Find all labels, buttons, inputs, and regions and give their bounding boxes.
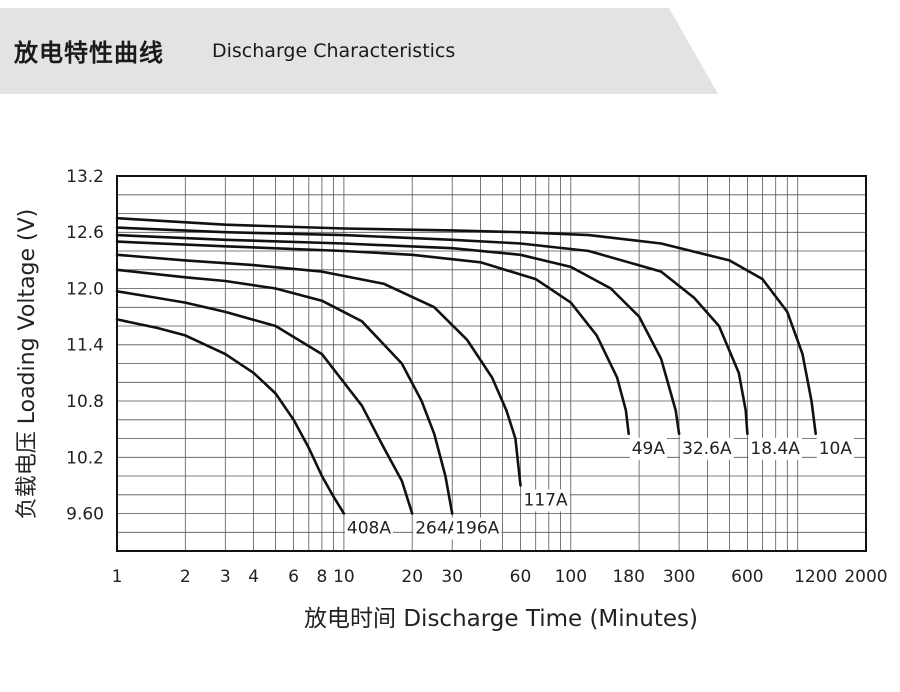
series-line — [115, 318, 346, 515]
x-axis-label: 放电时间 Discharge Time (Minutes) — [304, 606, 698, 632]
x-tick-label: 2000 — [844, 567, 887, 587]
series-label-bg — [344, 517, 393, 540]
series-line — [115, 226, 749, 436]
y-tick-label: 10.2 — [66, 448, 104, 468]
series-line — [115, 268, 454, 515]
series-label: 32.6A — [682, 439, 732, 459]
x-tick-label: 8 — [316, 567, 327, 587]
x-tick-label: 20 — [401, 567, 423, 587]
series-label: 49A — [632, 439, 666, 459]
x-tick-label: 2 — [180, 567, 191, 587]
x-tick-label: 1200 — [794, 567, 837, 587]
x-tick-label: 4 — [248, 567, 259, 587]
series-layer — [115, 216, 818, 515]
y-tick-label: 9.60 — [66, 505, 104, 525]
y-axis-label: 负载电压 Loading Voltage (V) — [15, 209, 40, 520]
series-label-bg — [413, 517, 462, 540]
x-tick-label: 3 — [220, 567, 231, 587]
x-tick-label: 6 — [288, 567, 299, 587]
series-label-bg — [629, 437, 667, 460]
series-line — [115, 240, 631, 436]
series-line — [115, 253, 522, 487]
series-label: 264A — [415, 519, 459, 539]
x-tick-label: 300 — [663, 567, 695, 587]
x-tick-label: 180 — [612, 567, 644, 587]
series-label-bg — [748, 437, 802, 460]
x-tick-label: 60 — [510, 567, 532, 587]
y-tick-label: 11.4 — [66, 336, 104, 356]
tick-labels: 1 2 3 4 6 8 10 20 30 60 100 180 300 600 1200 2000 13.2 12… — [66, 167, 887, 587]
series-label: 117A — [524, 490, 568, 510]
series-label: 10A — [819, 439, 853, 459]
x-tick-label: 10 — [333, 567, 355, 587]
series-line — [115, 233, 681, 436]
header-band — [0, 8, 718, 94]
series-label-bg — [816, 437, 854, 460]
y-tick-label: 13.2 — [66, 167, 104, 187]
series-line — [115, 216, 818, 436]
series-label-bg — [453, 517, 502, 540]
series-label: 196A — [455, 519, 499, 539]
series-line — [115, 289, 414, 515]
x-tick-label: 30 — [441, 567, 463, 587]
y-tick-label: 10.8 — [66, 392, 104, 412]
y-tick-label: 12.0 — [66, 280, 104, 300]
series-label-bg — [521, 489, 570, 512]
page-title-en: Discharge Characteristics — [212, 40, 456, 62]
series-label-bg — [680, 437, 734, 460]
x-tick-label: 1 — [112, 567, 123, 587]
series-label: 18.4A — [750, 439, 800, 459]
page-title-cn: 放电特性曲线 — [14, 39, 164, 67]
x-tick-label: 100 — [555, 567, 587, 587]
x-tick-label: 600 — [731, 567, 763, 587]
series-label: 408A — [347, 519, 391, 539]
plot-frame — [116, 175, 867, 552]
y-tick-label: 12.6 — [66, 223, 104, 243]
